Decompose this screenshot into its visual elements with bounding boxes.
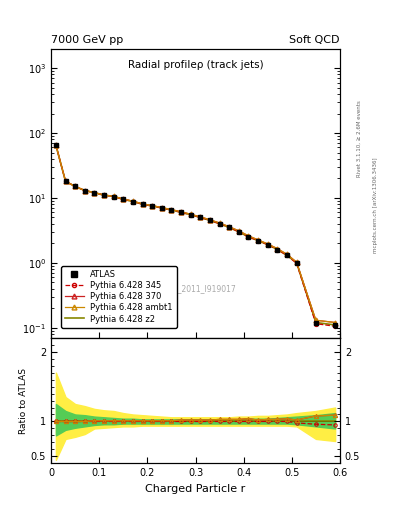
X-axis label: Charged Particle r: Charged Particle r xyxy=(145,484,246,494)
Text: Soft QCD: Soft QCD xyxy=(290,35,340,45)
Legend: ATLAS, Pythia 6.428 345, Pythia 6.428 370, Pythia 6.428 ambt1, Pythia 6.428 z2: ATLAS, Pythia 6.428 345, Pythia 6.428 37… xyxy=(61,266,177,328)
Text: ATLAS_2011_I919017: ATLAS_2011_I919017 xyxy=(154,284,237,293)
Text: Radial profileρ (track jets): Radial profileρ (track jets) xyxy=(128,60,263,70)
Text: 7000 GeV pp: 7000 GeV pp xyxy=(51,35,123,45)
Text: mcplots.cern.ch [arXiv:1306.3436]: mcplots.cern.ch [arXiv:1306.3436] xyxy=(373,157,378,252)
Text: Rivet 3.1.10, ≥ 2.6M events: Rivet 3.1.10, ≥ 2.6M events xyxy=(357,100,362,177)
Y-axis label: Ratio to ATLAS: Ratio to ATLAS xyxy=(19,368,28,434)
